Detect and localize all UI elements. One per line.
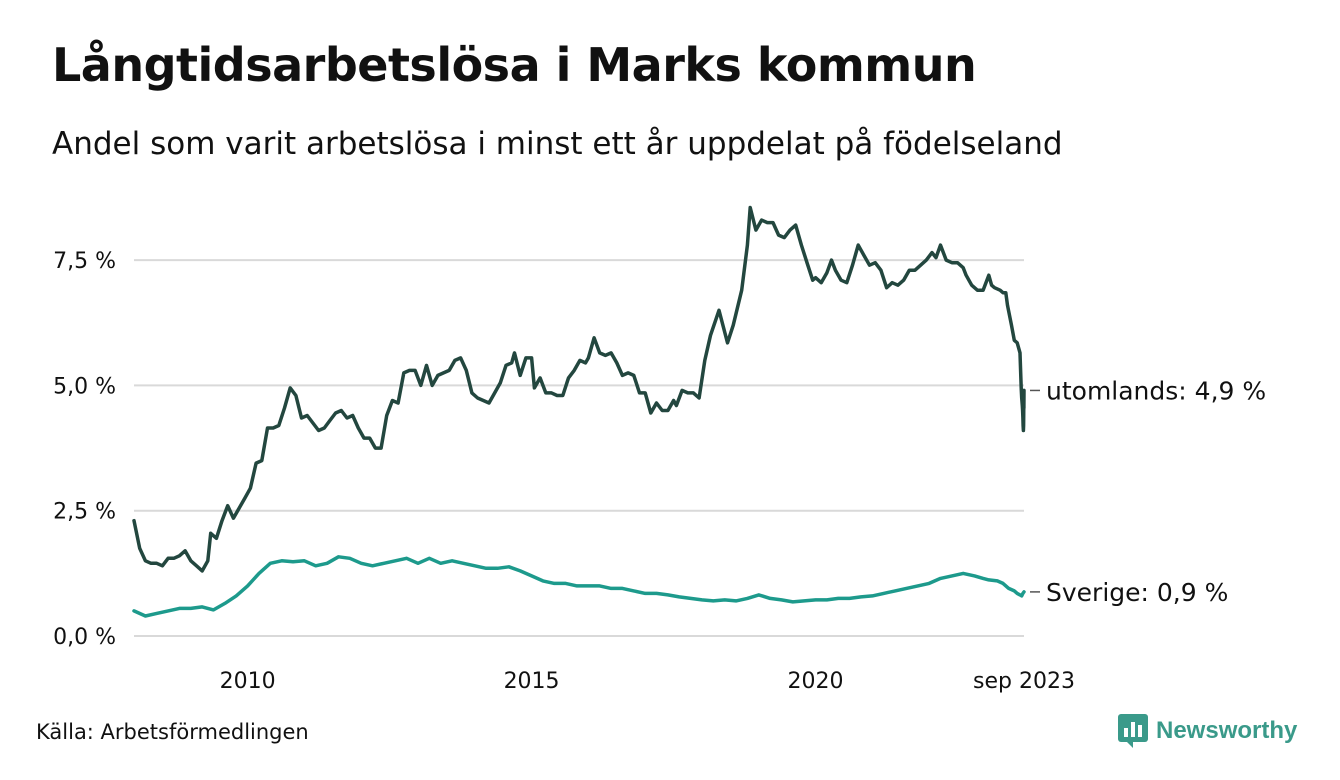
y-tick-label: 7,5 % [53, 249, 116, 274]
series-line-utomlands [132, 205, 1026, 573]
y-tick-label: 2,5 % [53, 500, 116, 525]
series-labels: utomlands: 4,9 % Sverige: 0,9 % [1030, 376, 1266, 607]
source-note: Källa: Arbetsförmedlingen [36, 720, 309, 744]
x-axis-ticks: 2010 2015 2020 sep 2023 [220, 669, 1075, 694]
x-tick-label: 2015 [504, 669, 560, 694]
brand-name: Newsworthy [1156, 717, 1298, 744]
x-tick-label: sep 2023 [973, 669, 1075, 694]
series-line-sverige [132, 555, 1026, 618]
x-tick-label: 2020 [788, 669, 844, 694]
y-tick-label: 0,0 % [53, 625, 116, 650]
chart-subtitle: Andel som varit arbetslösa i minst ett å… [52, 126, 1063, 162]
y-tick-label: 5,0 % [53, 374, 116, 399]
gridlines [134, 259, 1024, 637]
series-label-sverige: Sverige: 0,9 % [1046, 578, 1228, 607]
x-tick-label: 2010 [220, 669, 276, 694]
brand-logo: Newsworthy [1118, 713, 1297, 749]
newsworthy-logo-icon [1118, 714, 1148, 748]
series-lines [132, 205, 1026, 618]
chart-title: Långtidsarbetslösa i Marks kommun [52, 38, 977, 92]
y-axis-ticks: 0,0 % 2,5 % 5,0 % 7,5 % [53, 249, 116, 650]
series-label-utomlands: utomlands: 4,9 % [1046, 376, 1266, 405]
